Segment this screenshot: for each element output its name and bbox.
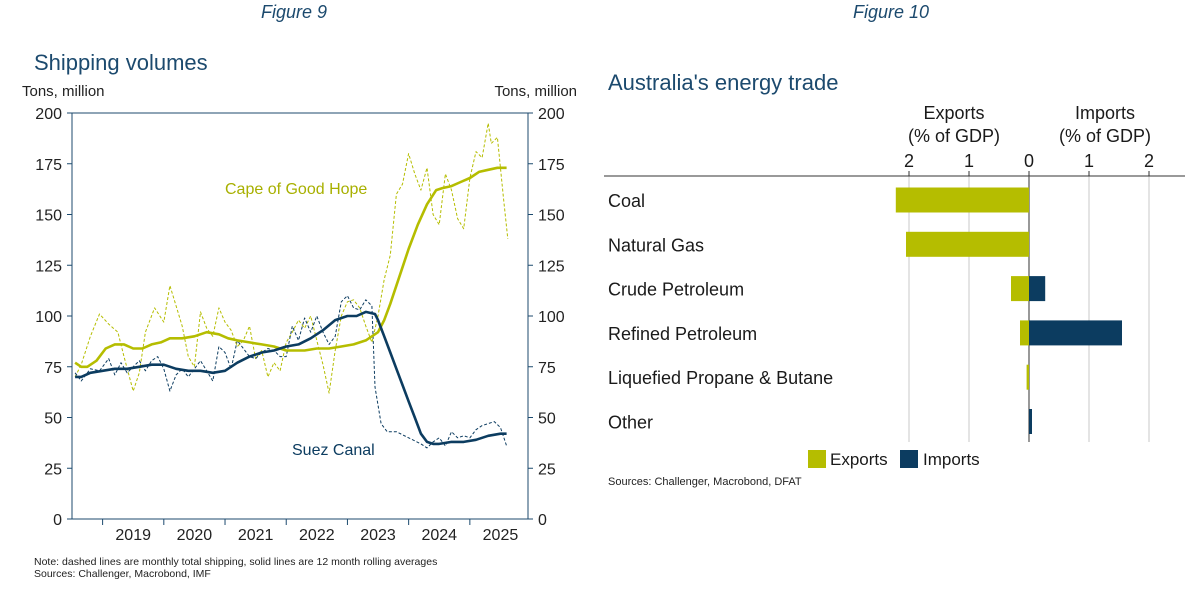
shipping-volumes-chart: Tons, million Tons, million 0 0 25 25 50 50 75…: [22, 83, 577, 544]
imports-bar-crude-petroleum: [1029, 276, 1046, 302]
category-label-natural-gas: Natural Gas: [608, 235, 704, 255]
exports-bar-liquefied-propane-butane: [1026, 364, 1029, 390]
y-tick-right-150: 150: [538, 208, 565, 225]
imports-axis-label-line1: Imports: [1075, 103, 1135, 123]
suez-rolling-avg-line: [75, 310, 507, 446]
y-tick-right-175: 175: [538, 157, 565, 174]
x-tick-exports-1: 1: [964, 151, 974, 171]
exports-bar-crude-petroleum: [1011, 276, 1029, 302]
y-tick-right-25: 25: [538, 461, 556, 478]
left-axis-unit: Tons, million: [22, 83, 105, 100]
cape-rolling-avg-line: [74, 166, 507, 369]
x-tick-label-2019: 2019: [115, 527, 151, 544]
exports-bar-refined-petroleum: [1020, 320, 1029, 346]
energy-trade-chart: Exports (% of GDP) Imports (% of GDP) 2 1…: [604, 103, 1185, 469]
x-tick-label-2022: 2022: [299, 527, 335, 544]
x-tick-label-2024: 2024: [421, 527, 457, 544]
x-tick-imports-1: 1: [1084, 151, 1094, 171]
y-tick-right-75: 75: [538, 360, 556, 377]
cape-monthly-line: [74, 122, 509, 394]
exports-axis-label-line1: Exports: [923, 103, 984, 123]
exports-axis-label-line2: (% of GDP): [908, 126, 1000, 146]
x-tick-label-2025: 2025: [483, 527, 519, 544]
y-tick-left-150: 150: [35, 208, 62, 225]
exports-bar-coal: [895, 187, 1029, 213]
imports-bar-refined-petroleum: [1029, 320, 1122, 346]
imports-bar-other: [1029, 409, 1032, 434]
y-tick-left-75: 75: [44, 360, 62, 377]
y-tick-right-100: 100: [538, 309, 565, 326]
y-tick-left-25: 25: [44, 461, 62, 478]
category-label-other: Other: [608, 413, 653, 433]
category-label-refined-petroleum: Refined Petroleum: [608, 324, 757, 344]
energy-trade-source: Sources: Challenger, Macrobond, DFAT: [608, 476, 802, 488]
imports-axis-label-line2: (% of GDP): [1059, 126, 1151, 146]
y-tick-right-125: 125: [538, 258, 565, 275]
x-tick-exports-0: 0: [1024, 151, 1034, 171]
legend-exports-swatch: [808, 450, 826, 468]
x-tick-label-2023: 2023: [360, 527, 396, 544]
category-label-crude-petroleum: Crude Petroleum: [608, 280, 744, 300]
shipping-note: Note: dashed lines are monthly total shi…: [34, 556, 438, 568]
x-tick-exports-2: 2: [904, 151, 914, 171]
energy-trade-title: Australia's energy trade: [608, 70, 839, 95]
y-tick-left-50: 50: [44, 411, 62, 428]
suez-monthly-line: [74, 295, 508, 449]
legend-imports-swatch: [900, 450, 918, 468]
y-tick-right-200: 200: [538, 106, 565, 123]
y-tick-left-0: 0: [53, 512, 62, 529]
legend-imports-label: Imports: [923, 450, 980, 469]
category-label-coal: Coal: [608, 191, 645, 211]
category-label-liquefied-propane-butane: Liquefied Propane & Butane: [608, 368, 833, 388]
y-tick-right-50: 50: [538, 411, 556, 428]
figure-9-caption: Figure 9: [261, 2, 328, 22]
y-tick-left-100: 100: [35, 309, 62, 326]
y-tick-left-175: 175: [35, 157, 62, 174]
legend-exports-label: Exports: [830, 450, 888, 469]
right-axis-unit: Tons, million: [494, 83, 577, 100]
y-tick-right-0: 0: [538, 512, 547, 529]
x-tick-label-2020: 2020: [177, 527, 213, 544]
shipping-source: Sources: Challenger, Macrobond, IMF: [34, 568, 211, 580]
x-tick-imports-2: 2: [1144, 151, 1154, 171]
x-tick-label-2021: 2021: [238, 527, 274, 544]
figure-10-caption: Figure 10: [853, 2, 930, 22]
shipping-chart-title: Shipping volumes: [34, 50, 208, 75]
cape-annotation: Cape of Good Hope: [225, 181, 367, 198]
y-tick-left-200: 200: [35, 106, 62, 123]
exports-bar-natural-gas: [906, 231, 1029, 257]
suez-annotation: Suez Canal: [292, 442, 375, 459]
y-tick-left-125: 125: [35, 258, 62, 275]
